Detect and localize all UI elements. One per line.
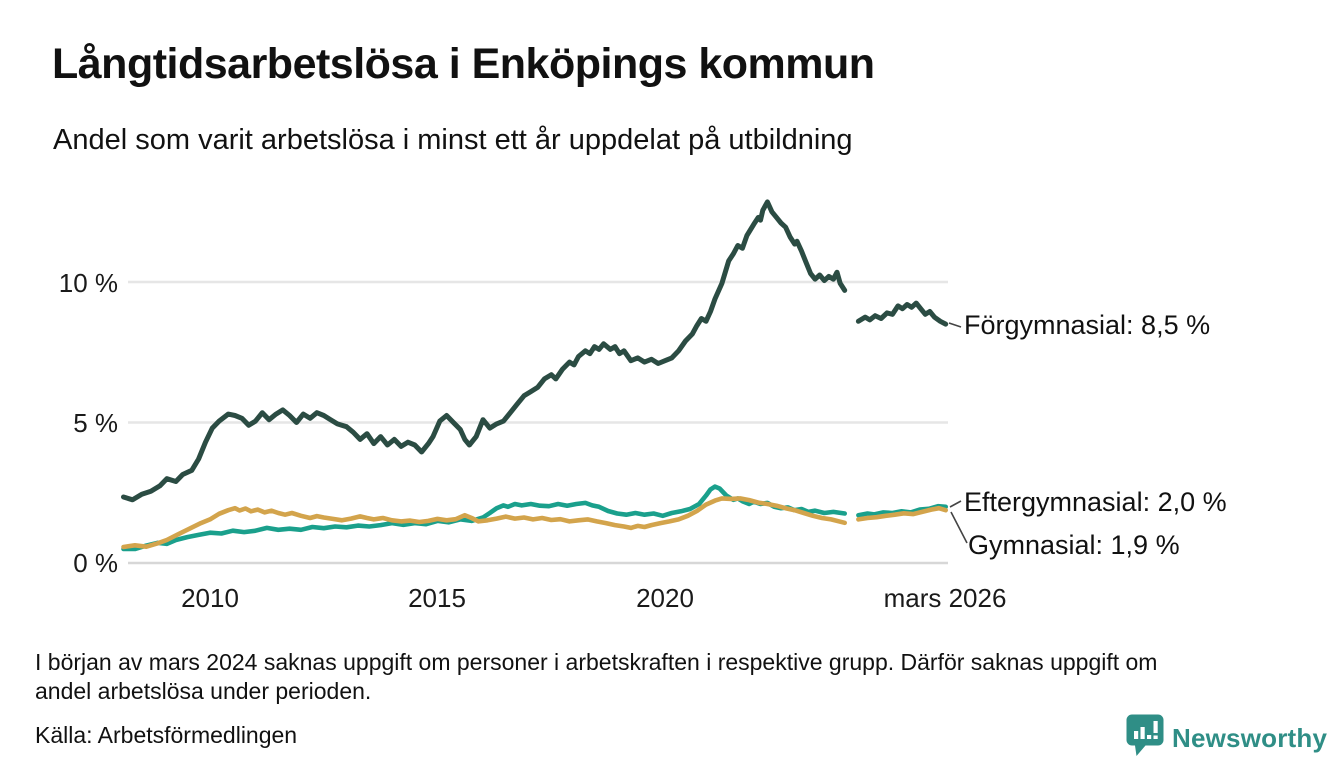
page-title: Långtidsarbetslösa i Enköpings kommun <box>52 40 875 88</box>
y-axis-tick-0: 0 % <box>73 548 118 578</box>
line-gymnasial-seg1 <box>856 505 948 522</box>
line-förgymnasial-seg0 <box>121 199 848 503</box>
brand-wordmark: Newsworthy <box>1172 723 1328 753</box>
newsworthy-icon <box>1126 714 1164 763</box>
x-axis-tick-2010: 2010 <box>181 583 239 613</box>
series-label-forgymnasial: Förgymnasial: 8,5 % <box>964 310 1211 340</box>
footnote: I början av mars 2024 saknas uppgift om … <box>35 649 1158 704</box>
line-gymnasial-seg0 <box>121 496 847 550</box>
y-axis-tick-5: 5 % <box>73 408 118 438</box>
line-eftergymnasial-seg0 <box>121 484 847 552</box>
line-förgymnasial-seg1 <box>855 300 949 327</box>
page-subtitle: Andel som varit arbetslösa i minst ett å… <box>53 124 853 156</box>
y-axis-tick-10: 10 % <box>58 268 118 298</box>
series-label-gymnasial: Gymnasial: 1,9 % <box>968 530 1180 560</box>
x-axis-tick-2020: 2020 <box>636 583 694 613</box>
connector-gymnasial <box>950 511 968 544</box>
brand-logo: Newsworthy <box>1126 714 1327 763</box>
x-axis-tick-2015: 2015 <box>408 583 466 613</box>
connector-eftergymnasial <box>949 500 962 508</box>
series-label-eftergymnasial: Eftergymnasial: 2,0 % <box>964 487 1227 517</box>
connector-forgymnasial <box>948 322 962 328</box>
x-axis-tick-mars-2026: mars 2026 <box>883 583 1007 613</box>
source-attribution: Källa: Arbetsförmedlingen <box>35 722 298 748</box>
